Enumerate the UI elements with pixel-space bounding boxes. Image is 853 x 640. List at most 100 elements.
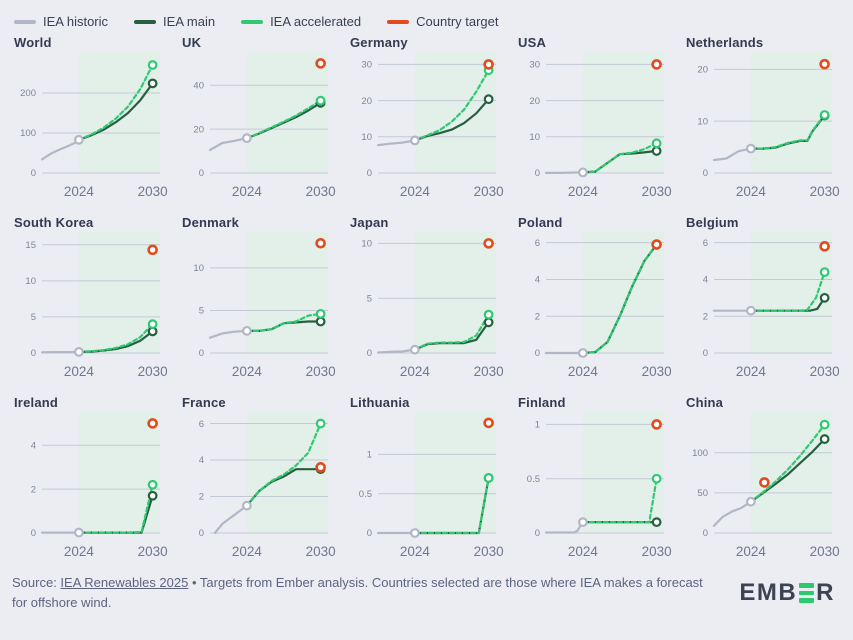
legend-item-country-target[interactable]: Country target: [387, 14, 499, 29]
y-tick-label: 15: [25, 240, 36, 251]
endpoint-marker-iea-accelerated: [819, 110, 830, 120]
legend-label: IEA main: [163, 14, 216, 29]
endpoint-marker-iea-historic: [577, 167, 588, 178]
series-line-iea-accelerated: [581, 477, 658, 524]
chart-panel-china: China 0 50 100 2024 2030: [684, 395, 846, 563]
x-tick-label: 2024: [568, 544, 599, 559]
forecast-region: [246, 232, 328, 353]
x-tick-label: 2024: [400, 184, 431, 199]
endpoint-marker-iea-accelerated: [147, 60, 158, 70]
y-tick-label: 40: [193, 81, 204, 92]
endpoint-marker-iea-historic: [73, 134, 84, 145]
panel-chart: 0 10 20 2024 2030: [697, 52, 840, 199]
endpoint-marker-iea-main: [483, 94, 494, 105]
endpoint-marker-iea-historic: [577, 517, 588, 528]
x-tick-label: 2024: [64, 364, 95, 379]
x-tick-label: 2030: [474, 184, 504, 199]
y-tick-label: 10: [529, 132, 540, 143]
series-line-iea-accelerated: [749, 113, 826, 150]
ember-logo-e-icon: [799, 583, 815, 603]
endpoint-marker-iea-accelerated: [651, 138, 662, 149]
panel-title: Finland: [518, 395, 566, 410]
legend-item-iea-main[interactable]: IEA main: [134, 14, 215, 29]
legend-label: IEA historic: [43, 14, 109, 29]
chart-panel-finland: Finland 0 0.5 1 2024 2030: [516, 395, 678, 563]
series-line-iea-main: [413, 98, 490, 142]
y-tick-label: 0: [703, 168, 708, 179]
x-tick-label: 2030: [138, 184, 168, 199]
x-tick-label: 2030: [642, 364, 672, 379]
series-line-iea-accelerated: [77, 483, 154, 534]
x-tick-label: 2024: [736, 364, 767, 379]
panel-chart: 0 0.5 1 2024 2030: [359, 412, 504, 559]
source-link[interactable]: IEA Renewables 2025: [60, 575, 189, 590]
y-tick-label: 0: [535, 168, 540, 179]
chart-panel-poland: Poland 0 2 4 6 2024 2030: [516, 215, 678, 383]
panel-title: Poland: [518, 215, 563, 230]
y-tick-label: 5: [367, 293, 372, 304]
endpoint-marker-iea-accelerated: [651, 473, 662, 484]
panel-chart: 0 2 4 2024 2030: [31, 412, 168, 559]
legend-swatch-icon: [241, 19, 264, 24]
chart-panel-japan: Japan 0 5 10 2024 2030: [348, 215, 510, 383]
y-tick-label: 0: [535, 528, 540, 539]
endpoint-marker-iea-accelerated: [819, 419, 830, 430]
x-tick-label: 2030: [810, 184, 840, 199]
x-tick-label: 2030: [306, 364, 336, 379]
forecast-region: [750, 52, 832, 173]
y-tick-label: 2: [199, 492, 204, 503]
chart-panel-belgium: Belgium 0 2 4 6 2024 2030: [684, 215, 846, 383]
endpoint-marker-iea-main: [147, 78, 158, 89]
x-tick-label: 2024: [568, 364, 599, 379]
country-target-marker: [759, 477, 770, 488]
y-tick-label: 50: [697, 488, 708, 499]
legend-item-iea-historic[interactable]: IEA historic: [14, 14, 108, 29]
y-tick-label: 0: [367, 528, 372, 539]
y-tick-label: 0: [31, 168, 36, 179]
forecast-region: [246, 52, 328, 173]
endpoint-marker-iea-historic: [241, 325, 252, 336]
y-tick-label: 1: [367, 450, 372, 461]
series-line-iea-historic: [208, 329, 249, 339]
chart-panel-france: France 0 2 4 6 2024 2030: [180, 395, 342, 563]
series-line-iea-accelerated: [245, 99, 322, 140]
endpoint-marker-iea-accelerated: [147, 479, 158, 490]
series-line-iea-accelerated: [581, 142, 658, 174]
y-tick-label: 0: [31, 528, 36, 539]
series-line-iea-accelerated: [749, 423, 826, 503]
legend-item-iea-accelerated[interactable]: IEA accelerated: [241, 14, 361, 29]
series-line-iea-accelerated: [581, 243, 658, 355]
endpoint-marker-iea-accelerated: [147, 319, 158, 330]
y-tick-label: 5: [199, 306, 204, 317]
endpoint-marker-iea-accelerated: [315, 95, 326, 106]
country-target-marker: [483, 417, 494, 429]
panel-title: South Korea: [14, 215, 94, 230]
chart-panel-south-korea: South Korea 0 5 10 15 2024 2030: [12, 215, 174, 383]
x-tick-label: 2024: [400, 364, 431, 379]
series-line-iea-historic: [40, 138, 81, 161]
chart-panel-netherlands: Netherlands 0 10 20 2024 2030: [684, 35, 846, 203]
y-tick-label: 0: [31, 348, 36, 359]
panel-chart: 0 2 4 6 2024 2030: [535, 232, 672, 379]
country-target-marker: [315, 237, 326, 249]
y-tick-label: 10: [361, 132, 372, 143]
y-tick-label: 0: [535, 348, 540, 359]
panel-chart: 0 0.5 1 2024 2030: [527, 412, 672, 559]
y-tick-label: 30: [361, 60, 372, 71]
panel-title: UK: [182, 35, 202, 50]
endpoint-marker-iea-historic: [745, 143, 756, 154]
legend-swatch-icon: [14, 19, 36, 24]
y-tick-label: 0: [199, 168, 204, 179]
x-tick-label: 2030: [306, 184, 336, 199]
endpoint-marker-iea-main: [315, 316, 326, 327]
y-tick-label: 4: [199, 455, 204, 466]
y-tick-label: 4: [703, 275, 708, 286]
endpoint-marker-iea-historic: [409, 135, 420, 146]
legend-swatch-icon: [387, 19, 410, 24]
y-tick-label: 0: [367, 168, 372, 179]
series-line-iea-main: [77, 82, 154, 141]
y-tick-label: 4: [31, 441, 36, 452]
endpoint-marker-iea-main: [819, 292, 830, 303]
endpoint-marker-iea-historic: [73, 527, 84, 538]
